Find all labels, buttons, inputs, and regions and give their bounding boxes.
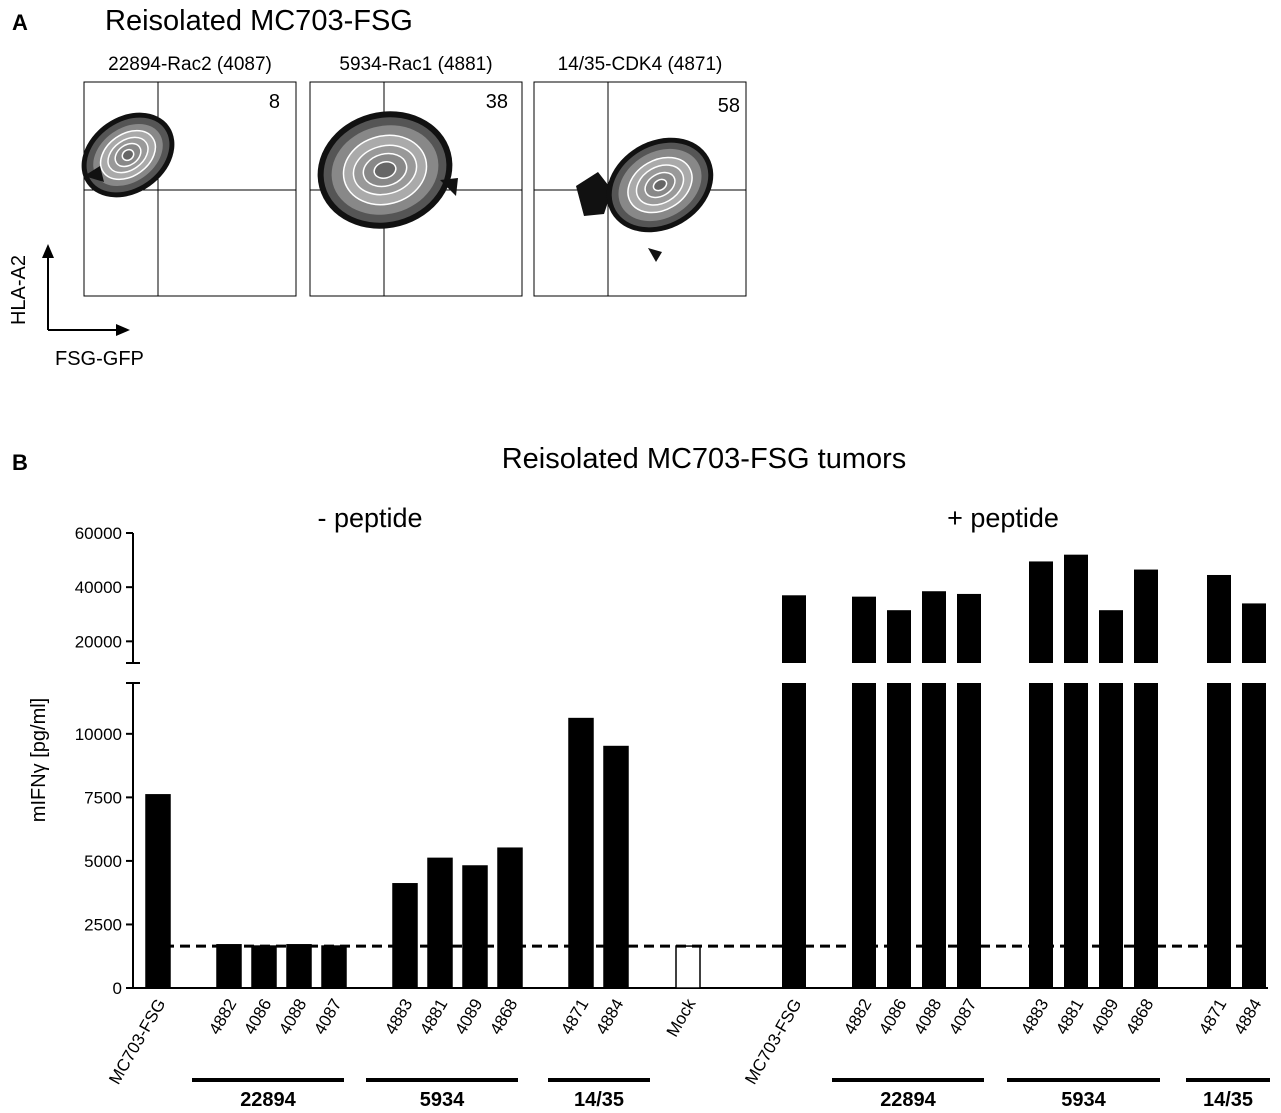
bar [782, 595, 806, 663]
bar [1029, 683, 1053, 988]
y-tick-label: 20000 [75, 632, 122, 651]
group-label: 5934 [420, 1089, 465, 1111]
bar [286, 944, 312, 989]
bar [1242, 683, 1266, 988]
flow-axis-arrows: HLA-A2 FSG-GFP [8, 244, 144, 370]
x-tick-label: Mock [663, 995, 700, 1040]
bar [427, 857, 453, 989]
bar [1207, 683, 1231, 988]
panel-a-letter: A [12, 10, 28, 35]
group-label: 22894 [880, 1089, 936, 1111]
bar [922, 683, 946, 988]
flow-plot-3-value: 58 [718, 95, 740, 117]
bar [852, 683, 876, 988]
bar [675, 945, 701, 989]
x-tick-label: 4884 [592, 996, 627, 1038]
x-tick-label: 4088 [910, 996, 945, 1038]
panel-a-title: Reisolated MC703-FSG [105, 5, 413, 37]
x-tick-label: 4882 [205, 996, 240, 1038]
x-tick-label: 4884 [1230, 996, 1265, 1038]
bar [1064, 683, 1088, 988]
x-tick-label: 4883 [381, 996, 416, 1038]
bar [1099, 610, 1123, 663]
bar [852, 596, 876, 663]
bar [887, 610, 911, 663]
flow-plot-2-label: 5934-Rac1 (4881) [339, 54, 492, 75]
flow-plot-1-label: 22894-Rac2 (4087) [108, 54, 272, 75]
bar [922, 591, 946, 663]
flow-density-contour-1 [81, 112, 175, 198]
bar [957, 683, 981, 988]
x-tick-label: 4868 [1122, 996, 1157, 1038]
bar [1207, 574, 1231, 663]
bar [145, 794, 171, 989]
flow-density-contour-2 [317, 111, 453, 229]
panel-b-letter: B [12, 450, 28, 475]
group-label: 22894 [240, 1089, 296, 1111]
x-tick-label: 4086 [240, 996, 275, 1038]
flow-density-contour-3 [606, 137, 714, 233]
y-tick-label: 5000 [84, 852, 122, 871]
x-tick-label: 4089 [451, 996, 486, 1038]
x-tick-label: MC703-FSG [741, 996, 805, 1088]
bar [1134, 683, 1158, 988]
y-tick-label: 2500 [84, 915, 122, 934]
y-tick-label: 0 [113, 979, 122, 998]
bar [1099, 683, 1123, 988]
x-axis-label-fsg: FSG-GFP [55, 348, 144, 370]
x-tick-label: 4087 [945, 996, 980, 1038]
x-tick-label: 4881 [416, 996, 451, 1038]
flow-plot-2: 5934-Rac1 (4881) 38 [309, 54, 523, 297]
x-tick-label: 4882 [840, 996, 875, 1038]
minus-peptide-label: - peptide [317, 503, 422, 533]
bar [782, 683, 806, 988]
y-tick-label: 7500 [84, 788, 122, 807]
bar [462, 865, 488, 989]
group-label: 14/35 [574, 1089, 624, 1111]
bar [497, 847, 523, 989]
x-tick-label: 4871 [1195, 996, 1230, 1038]
plus-peptide-label: + peptide [947, 503, 1059, 533]
bar [603, 745, 629, 989]
y-tick-label: 60000 [75, 524, 122, 543]
y-axis-label-hla: HLA-A2 [8, 255, 30, 325]
bar [1242, 603, 1266, 663]
group-label: 5934 [1061, 1089, 1106, 1111]
flow-plot-3: 14/35-CDK4 (4871) 58 [533, 54, 747, 297]
bar [216, 944, 242, 989]
y-tick-label: 40000 [75, 578, 122, 597]
y-tick-label: 10000 [75, 725, 122, 744]
x-tick-label: 4089 [1087, 996, 1122, 1038]
flow-plot-1-value: 8 [269, 91, 280, 113]
x-tick-label: 4881 [1052, 996, 1087, 1038]
flow-plot-2-value: 38 [486, 91, 508, 113]
x-tick-label: 4868 [486, 996, 521, 1038]
x-tick-label: 4087 [310, 996, 345, 1038]
bar [957, 593, 981, 663]
bar [251, 945, 277, 989]
chart-title: Reisolated MC703-FSG tumors [502, 443, 907, 475]
y-axis-label: mIFNγ [pg/ml] [28, 698, 50, 822]
x-tick-label: 4088 [275, 996, 310, 1038]
group-label: 14/35 [1203, 1089, 1253, 1111]
x-tick-label: 4871 [557, 996, 592, 1038]
bar [1134, 569, 1158, 663]
flow-plot-1: 22894-Rac2 (4087) 8 [81, 54, 297, 297]
x-tick-label: MC703-FSG [105, 996, 169, 1088]
bar [321, 945, 347, 989]
bar [1029, 561, 1053, 663]
flow-plot-3-label: 14/35-CDK4 (4871) [558, 54, 723, 75]
bar [1064, 554, 1088, 663]
bar [568, 717, 594, 989]
bar [887, 683, 911, 988]
bar [392, 883, 418, 989]
x-tick-label: 4086 [875, 996, 910, 1038]
x-tick-label: 4883 [1017, 996, 1052, 1038]
